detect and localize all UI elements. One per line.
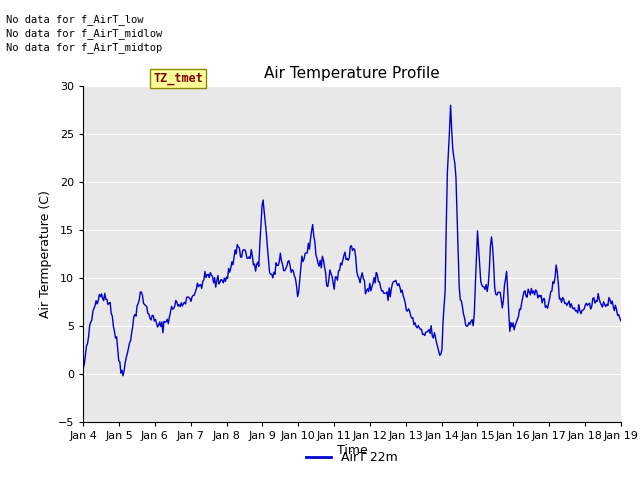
Legend: AirT 22m: AirT 22m: [301, 446, 403, 469]
Text: No data for f_AirT_low: No data for f_AirT_low: [6, 13, 144, 24]
Text: No data for f_AirT_midlow: No data for f_AirT_midlow: [6, 28, 163, 39]
X-axis label: Time: Time: [337, 444, 367, 457]
Text: No data for f_AirT_midtop: No data for f_AirT_midtop: [6, 42, 163, 53]
Text: TZ_tmet: TZ_tmet: [153, 72, 203, 84]
Y-axis label: Air Termperature (C): Air Termperature (C): [39, 191, 52, 318]
Title: Air Temperature Profile: Air Temperature Profile: [264, 66, 440, 81]
